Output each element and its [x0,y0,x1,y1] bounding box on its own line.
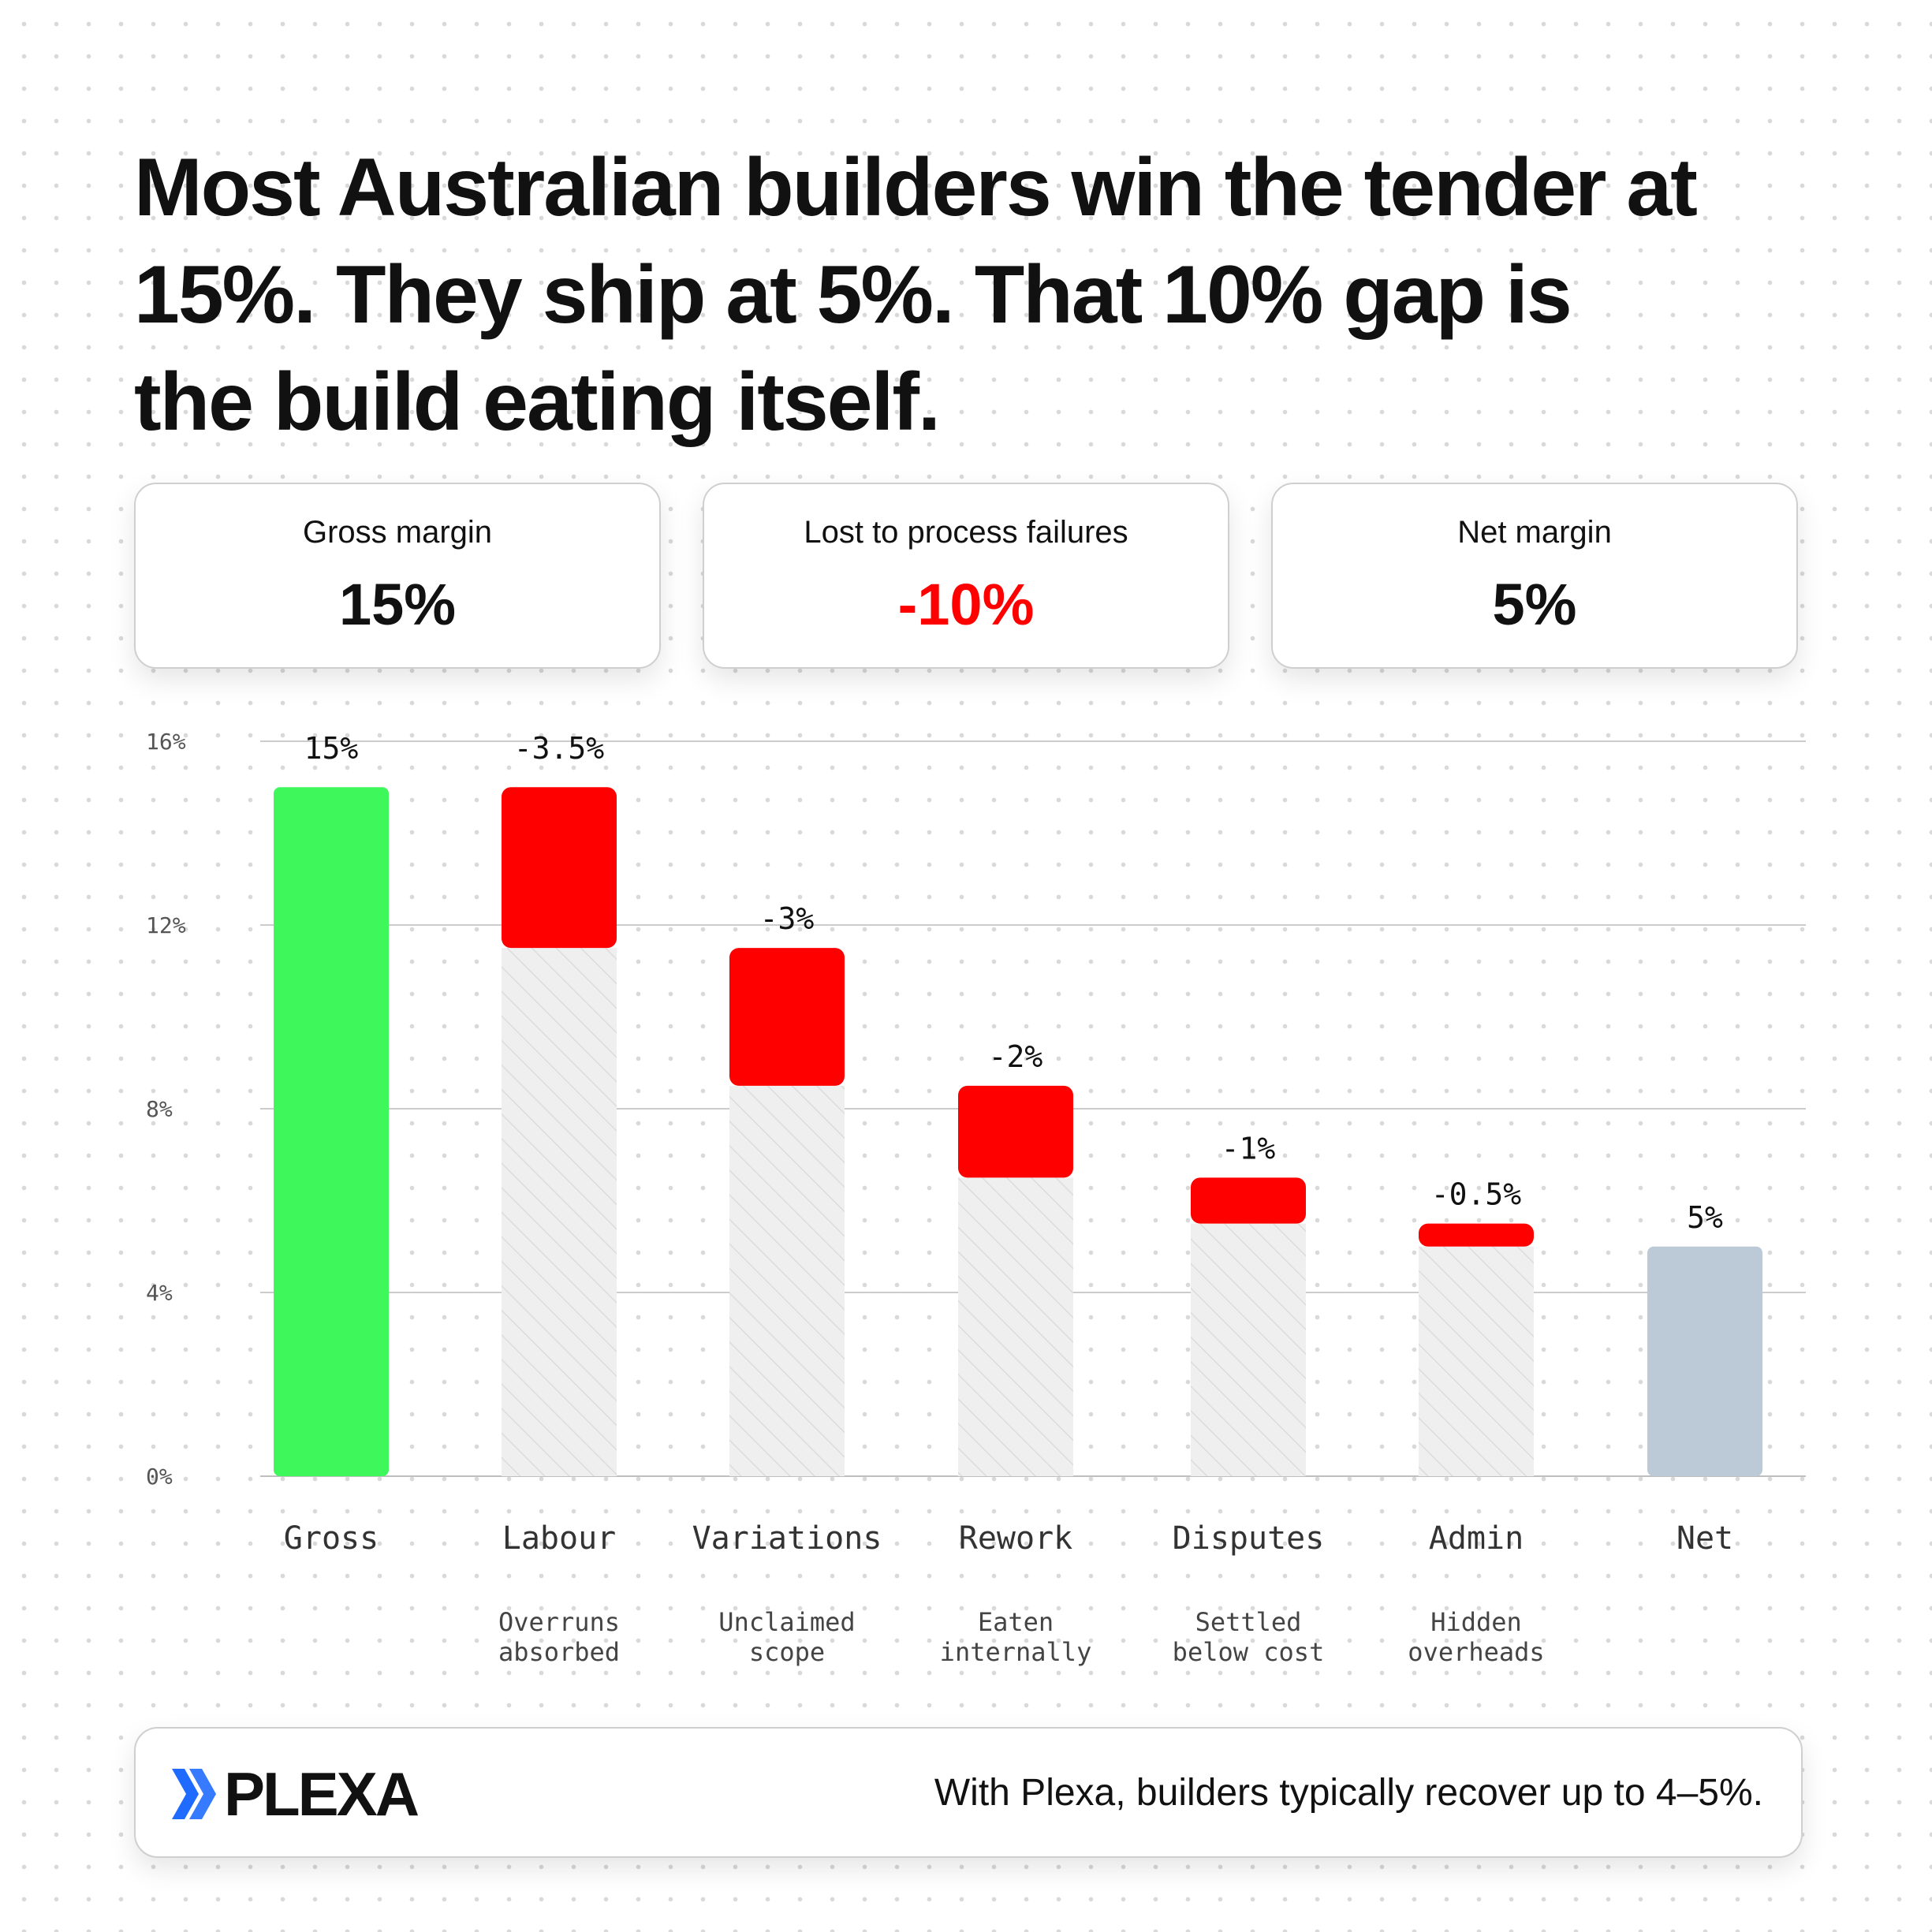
plexa-chevron-icon [172,1769,216,1819]
category-sublabel: internally [940,1637,1092,1667]
y-tick-label: 8% [146,1096,173,1122]
headline-line-2: 15%. They ship at 5%. That 10% gap is [134,249,1572,341]
footer-tagline: With Plexa, builders typically recover u… [934,1772,1763,1814]
bar-net [1647,1246,1762,1476]
plexa-logo: PLEXA [172,1759,420,1829]
gross-margin-card: Gross margin 15% [134,483,661,669]
net-margin-value: 5% [1492,572,1577,637]
process-loss-card: Lost to process failures -10% [703,483,1229,669]
category-sublabel: absorbed [498,1637,620,1667]
category-sublabel: Overruns [498,1607,620,1637]
bar-base-admin [1419,1246,1534,1476]
bar-base-rework [958,1177,1073,1476]
bar-base-labour [502,948,617,1476]
gross-margin-label: Gross margin [302,515,493,550]
footer-banner: PLEXA With Plexa, builders typically rec… [134,1727,1803,1858]
gross-margin-value: 15% [338,572,457,637]
headline-line-3: the build eating itself. [134,356,941,448]
category-sublabel: overheads [1408,1637,1544,1667]
bar-labels: 15% -3.5% -3% -2% -1% -0.5% 5% [304,731,1723,1235]
data-label: -0.5% [1431,1177,1522,1212]
bar-gross [274,787,389,1476]
plexa-logo-text: PLEXA [224,1759,420,1829]
bar-disputes [1191,1177,1306,1224]
process-loss-label: Lost to process failures [804,515,1128,550]
bars [274,787,1762,1476]
data-label: -1% [1221,1131,1276,1166]
y-tick-label: 12% [146,912,186,938]
headline-line-1: Most Australian builders win the tender … [134,142,1698,233]
category-sublabel: Unclaimed [718,1607,855,1637]
category-label: Gross [284,1520,379,1557]
bar-base-variations [729,1085,845,1476]
process-loss-value: -10% [897,572,1035,637]
bar-base-disputes [1191,1223,1306,1476]
data-label: -2% [989,1039,1043,1074]
y-tick-label: 0% [146,1464,173,1490]
category-label: Rework [959,1520,1073,1557]
data-label: 15% [304,731,359,766]
net-margin-card: Net margin 5% [1271,483,1798,669]
data-label: -3% [760,901,815,936]
category-sublabel: scope [749,1637,825,1667]
y-tick-label: 4% [146,1280,173,1306]
waterfall-chart: 0% 4% 8% 12% 16% 15% -3.5% -3% -2% -1% -0.5% 5% Gr… [146,729,1806,1667]
category-label: Disputes [1173,1520,1325,1557]
bar-variations [729,948,845,1086]
y-tick-label: 16% [146,729,186,755]
data-label: 5% [1687,1200,1723,1235]
category-label: Labour [502,1520,617,1557]
category-label: Variations [692,1520,882,1557]
category-sublabel: Hidden [1430,1607,1522,1637]
bar-rework [958,1085,1073,1178]
net-margin-label: Net margin [1457,515,1612,550]
bar-labour [502,787,617,949]
bar-admin [1419,1223,1534,1247]
category-sublabel: Eaten [978,1607,1054,1637]
data-label: -3.5% [514,731,605,766]
category-label: Admin [1429,1520,1524,1557]
category-sublabel: below cost [1173,1637,1325,1667]
category-sublabel: Settled [1195,1607,1302,1637]
category-label: Net [1677,1520,1733,1557]
headline: Most Australian builders win the tender … [134,134,1829,456]
y-axis: 0% 4% 8% 12% 16% [146,729,186,1490]
